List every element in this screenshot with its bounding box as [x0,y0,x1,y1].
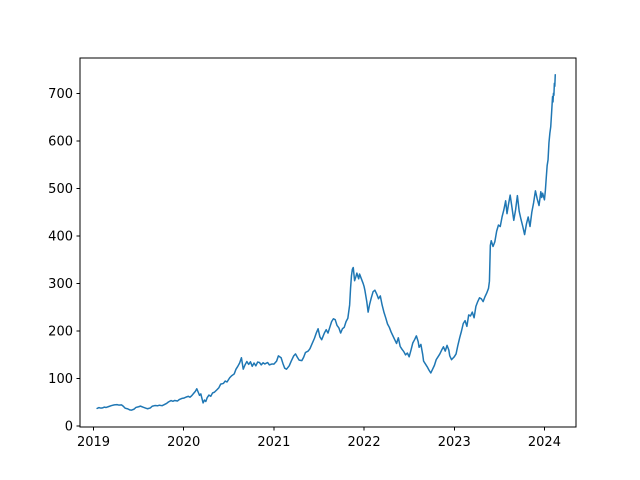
x-tick-label: 2023 [438,435,471,450]
x-tick-label: 2024 [528,435,561,450]
y-tick-label: 600 [48,134,73,149]
y-tick-label: 300 [48,277,73,292]
y-tick-label: 0 [65,420,73,435]
y-tick-label: 200 [48,325,73,340]
price-line [96,74,557,411]
x-tick-label: 2021 [257,435,290,450]
y-tick-label: 400 [48,230,73,245]
x-tick-label: 2019 [77,435,110,450]
x-tick-label: 2020 [167,435,200,450]
y-tick-label: 700 [48,87,73,102]
x-tick-label: 2022 [348,435,381,450]
axes-spines [79,57,577,428]
y-tick-label: 100 [48,372,73,387]
y-tick-label: 500 [48,182,73,197]
